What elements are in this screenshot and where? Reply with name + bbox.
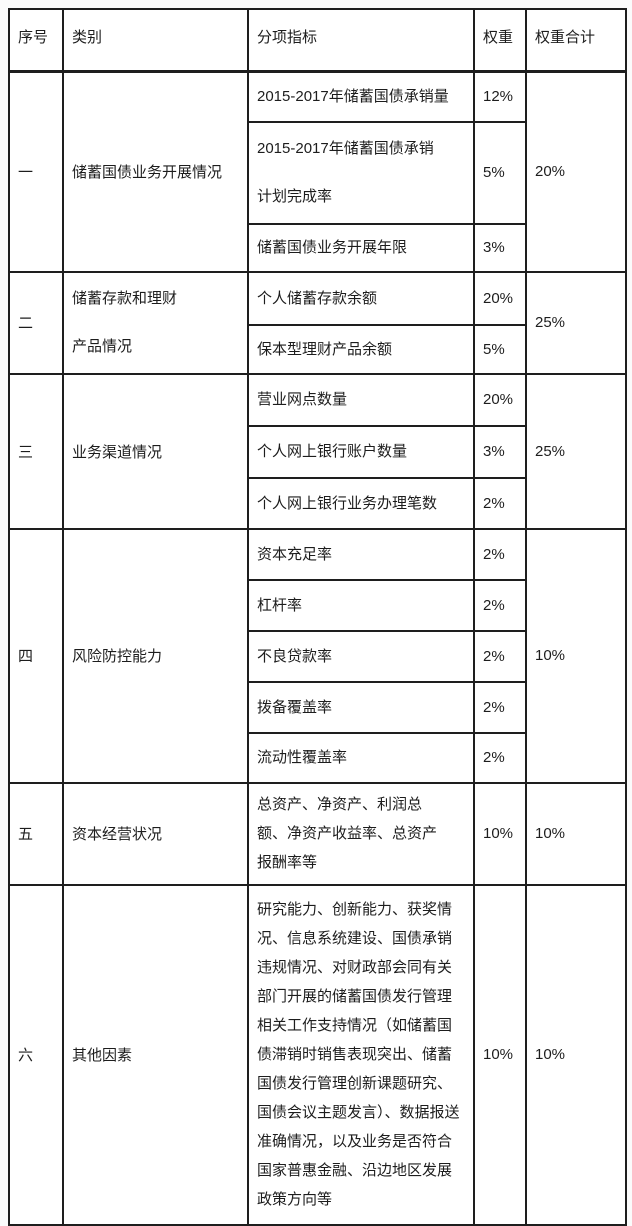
section-category: 风险防控能力: [62, 527, 249, 784]
weight-table: 序号 类别 分项指标 权重 权重合计 一 储蓄国债业务开展情况 2015-201…: [8, 8, 627, 1226]
section-no: 六: [8, 883, 64, 1226]
weight-cell: 3%: [473, 222, 527, 273]
section-category: 储蓄国债业务开展情况: [62, 70, 249, 273]
indicator-cell: 2015-2017年储蓄国债承销计划完成率: [247, 120, 475, 225]
table-row: 个人网上银行业务办理笔数 2%: [9, 476, 626, 530]
total-weight-cell: 20%: [525, 70, 627, 273]
table-row: 四 风险防控能力 资本充足率 2% 10%: [8, 527, 627, 784]
header-cell-total-weight: 权重合计: [525, 8, 627, 73]
table-row: 拨备覆盖率 2%: [9, 680, 626, 734]
document-page: 序号 类别 分项指标 权重 权重合计 一 储蓄国债业务开展情况 2015-201…: [8, 8, 627, 1226]
table-row: 二 储蓄存款和理财产品情况 个人储蓄存款余额 20% 25%: [8, 270, 627, 375]
total-weight-cell: 25%: [525, 270, 627, 375]
indicator-text: 总资产、净资产、利润总额、净资产收益率、总资产报酬率等: [257, 796, 438, 871]
section-category: 储蓄存款和理财产品情况: [62, 270, 249, 375]
weight-cell: 5%: [473, 323, 527, 375]
section-no: 五: [8, 781, 64, 886]
weight-cell: 20%: [473, 372, 527, 427]
table-row: 不良贷款率 2%: [9, 629, 626, 683]
weight-cell: 5%: [473, 120, 527, 225]
indicator-cell: 保本型理财产品余额: [247, 323, 475, 375]
section-no: 二: [8, 270, 64, 375]
weight-cell: 10%: [473, 883, 527, 1226]
indicator-cell: 资本充足率: [247, 527, 475, 581]
indicator-cell: 营业网点数量: [247, 372, 475, 427]
total-weight-cell: 10%: [525, 781, 627, 886]
header-cell-indicator: 分项指标: [247, 8, 475, 73]
table-row: 储蓄国债业务开展年限 3%: [9, 222, 626, 273]
indicator-cell: 个人网上银行账户数量: [247, 424, 475, 479]
indicator-cell: 个人网上银行业务办理笔数: [247, 476, 475, 530]
section-category: 业务渠道情况: [62, 372, 249, 530]
table-row: 个人网上银行账户数量 3%: [9, 424, 626, 479]
table-row: 三 业务渠道情况 营业网点数量 20% 25%: [8, 372, 627, 530]
weight-cell: 2%: [473, 476, 527, 530]
table-row: 保本型理财产品余额 5%: [9, 323, 626, 375]
indicator-cell: 流动性覆盖率: [247, 731, 475, 784]
table-row: 2015-2017年储蓄国债承销计划完成率 5%: [9, 120, 626, 225]
header-cell-category: 类别: [62, 8, 249, 73]
header-cell-weight: 权重: [473, 8, 527, 73]
weight-cell: 3%: [473, 424, 527, 479]
total-weight-cell: 10%: [525, 527, 627, 784]
weight-cell: 2%: [473, 578, 527, 632]
total-weight-cell: 10%: [525, 883, 627, 1226]
table-row: 五 资本经营状况 总资产、净资产、利润总额、净资产收益率、总资产报酬率等 10%…: [8, 781, 627, 886]
indicator-cell: 2015-2017年储蓄国债承销量: [247, 70, 475, 123]
weight-cell: 12%: [473, 70, 527, 123]
header-cell-no: 序号: [8, 8, 64, 73]
indicator-cell: 不良贷款率: [247, 629, 475, 683]
weight-cell: 2%: [473, 731, 527, 784]
weight-cell: 2%: [473, 629, 527, 683]
header-row: 序号 类别 分项指标 权重 权重合计: [8, 8, 627, 73]
table-row: 杠杆率 2%: [9, 578, 626, 632]
section-no: 三: [8, 372, 64, 530]
section-no: 四: [8, 527, 64, 784]
indicator-cell: 总资产、净资产、利润总额、净资产收益率、总资产报酬率等: [247, 781, 475, 886]
table-row: 一 储蓄国债业务开展情况 2015-2017年储蓄国债承销量 12% 20%: [8, 70, 627, 273]
indicator-cell: 个人储蓄存款余额: [247, 270, 475, 326]
category-text: 储蓄存款和理财产品情况: [72, 289, 178, 355]
section-no: 一: [8, 70, 64, 273]
section-category: 其他因素: [62, 883, 249, 1226]
table-row: 流动性覆盖率 2%: [9, 731, 626, 784]
indicator-cell: 储蓄国债业务开展年限: [247, 222, 475, 273]
table-row: 六 其他因素 研究能力、创新能力、获奖情况、信息系统建设、国债承销违规情况、对财…: [8, 883, 627, 1226]
section-category: 资本经营状况: [62, 781, 249, 886]
indicator-cell: 拨备覆盖率: [247, 680, 475, 734]
weight-cell: 20%: [473, 270, 527, 326]
weight-cell: 2%: [473, 527, 527, 581]
indicator-text: 2015-2017年储蓄国债承销计划完成率: [257, 139, 434, 205]
weight-cell: 10%: [473, 781, 527, 886]
weight-cell: 2%: [473, 680, 527, 734]
indicator-cell: 研究能力、创新能力、获奖情况、信息系统建设、国债承销违规情况、对财政部会同有关部…: [247, 883, 475, 1226]
total-weight-cell: 25%: [525, 372, 627, 530]
indicator-cell: 杠杆率: [247, 578, 475, 632]
